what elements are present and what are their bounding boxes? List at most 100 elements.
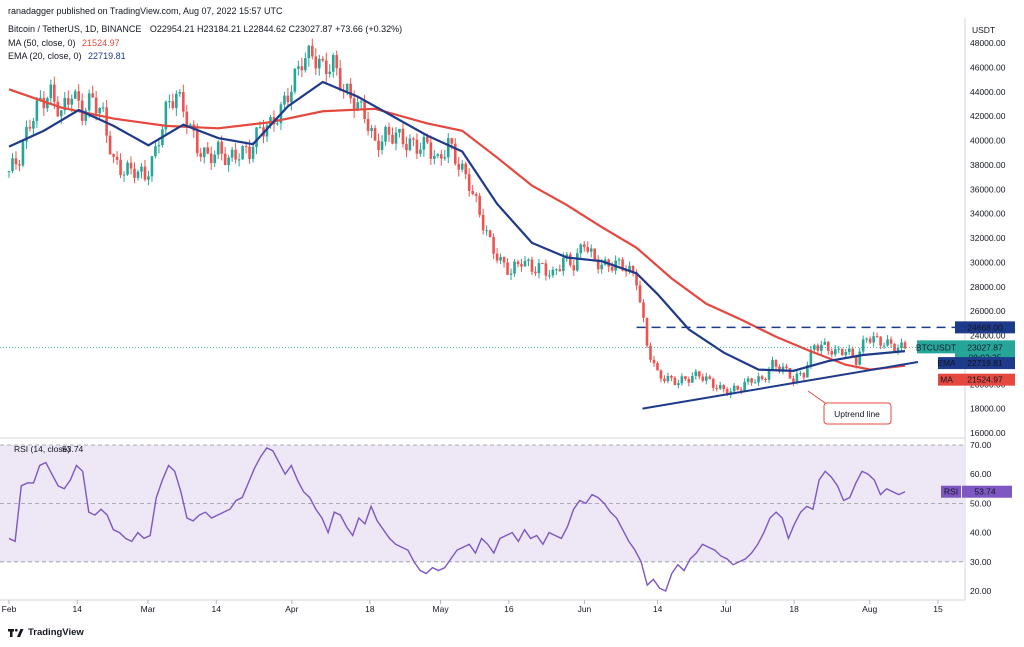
- candle-body: [509, 273, 513, 275]
- price-tick-label: 38000.00: [970, 160, 1006, 170]
- candle-body: [847, 348, 851, 353]
- candle-body: [889, 339, 893, 344]
- candle-body: [429, 142, 433, 159]
- price-tick-label: 30000.00: [970, 257, 1006, 267]
- candle-body: [840, 348, 844, 356]
- candle-body: [854, 355, 858, 365]
- candle-body: [356, 102, 359, 111]
- candle-body: [565, 254, 569, 258]
- candle-body: [659, 370, 663, 379]
- candle-body: [663, 378, 666, 382]
- candle-body: [32, 121, 35, 129]
- time-tick-label: Mar: [141, 604, 156, 614]
- candle-body: [694, 371, 698, 377]
- ema-legend[interactable]: EMA (20, close, 0) 22719.81: [8, 51, 126, 61]
- candle-body: [84, 110, 88, 121]
- ma-tag-badge: MA: [940, 375, 953, 385]
- candle-body: [14, 158, 18, 165]
- candle-body: [610, 266, 614, 271]
- candle-body: [670, 375, 673, 378]
- candle-body: [520, 264, 523, 267]
- candle-body: [450, 138, 454, 144]
- candle-body: [691, 376, 694, 383]
- candle-body: [87, 93, 91, 111]
- rsi-value-tag-bg: [962, 485, 1012, 498]
- candle-body: [164, 101, 168, 130]
- candle-body: [837, 348, 841, 350]
- time-tick-label: 14: [73, 604, 83, 614]
- candle-body: [582, 244, 586, 248]
- candle-body: [405, 144, 408, 151]
- candle-body: [872, 336, 875, 343]
- candle-body: [485, 230, 488, 232]
- candle-body: [701, 376, 705, 381]
- candle-body: [185, 111, 189, 128]
- candle-body: [833, 349, 837, 355]
- candle-body: [119, 159, 122, 176]
- time-tick-label: Jun: [578, 604, 592, 614]
- candle-body: [373, 128, 377, 141]
- ema-legend-label: EMA (20, close, 0): [8, 51, 82, 61]
- candle-body: [443, 157, 447, 159]
- candle-body: [178, 92, 182, 94]
- candle-body: [792, 378, 795, 383]
- candle-body: [49, 84, 53, 99]
- candle-body: [352, 98, 356, 111]
- rsi-tick-label: 70.00: [970, 440, 992, 450]
- candle-body: [596, 259, 600, 270]
- candle-body: [527, 259, 530, 262]
- candle-body: [474, 194, 478, 196]
- candle-body: [764, 378, 767, 380]
- candle-body: [366, 119, 370, 131]
- candle-body: [799, 373, 802, 375]
- price-tick-label: 40000.00: [970, 136, 1006, 146]
- candle-body: [488, 230, 492, 237]
- candle-body: [656, 363, 659, 371]
- candle-body: [108, 135, 112, 155]
- candle-body: [251, 146, 255, 159]
- candle-body: [502, 257, 506, 263]
- candle-body: [781, 366, 785, 372]
- candle-body: [621, 259, 624, 271]
- candle-body: [401, 128, 405, 145]
- candle-body: [757, 376, 760, 383]
- price-tick-label: 46000.00: [970, 62, 1006, 72]
- candle-body: [11, 158, 14, 171]
- candle-body: [157, 145, 161, 147]
- candle-body: [422, 136, 426, 150]
- candle-body: [255, 127, 258, 147]
- candle-body: [788, 368, 792, 379]
- candle-body: [492, 236, 495, 254]
- candle-body: [324, 60, 328, 74]
- candle-body: [541, 263, 544, 265]
- candle-body: [555, 269, 558, 271]
- price-tick-label: 34000.00: [970, 209, 1006, 219]
- candle-body: [73, 91, 77, 99]
- time-tick-label: May: [433, 604, 450, 614]
- candle-body: [544, 263, 548, 276]
- candle-body: [628, 265, 631, 272]
- candle-body: [328, 71, 332, 74]
- candle-body: [844, 352, 848, 356]
- candle-body: [202, 147, 206, 157]
- candle-body: [182, 92, 185, 112]
- price-tick-label: 18000.00: [970, 404, 1006, 414]
- candle-body: [345, 83, 349, 91]
- candle-body: [53, 84, 56, 102]
- candle-body: [7, 170, 11, 172]
- candle-body: [276, 123, 279, 125]
- ema-tag-badge-bg: [938, 357, 955, 370]
- candle-body: [600, 264, 603, 270]
- candle-body: [471, 190, 474, 195]
- ema-tag-badge: EMA: [937, 358, 956, 368]
- tradingview-footer[interactable]: TradingView: [8, 627, 84, 638]
- ma-legend[interactable]: MA (50, close, 0) 21524.97: [8, 38, 120, 48]
- candle-body: [56, 101, 60, 117]
- rsi-value-tag: 53.74: [974, 487, 996, 497]
- candle-body: [436, 154, 440, 156]
- candle-body: [321, 58, 325, 61]
- candle-body: [335, 55, 339, 69]
- candle-body: [548, 275, 551, 277]
- candle-body: [558, 269, 562, 271]
